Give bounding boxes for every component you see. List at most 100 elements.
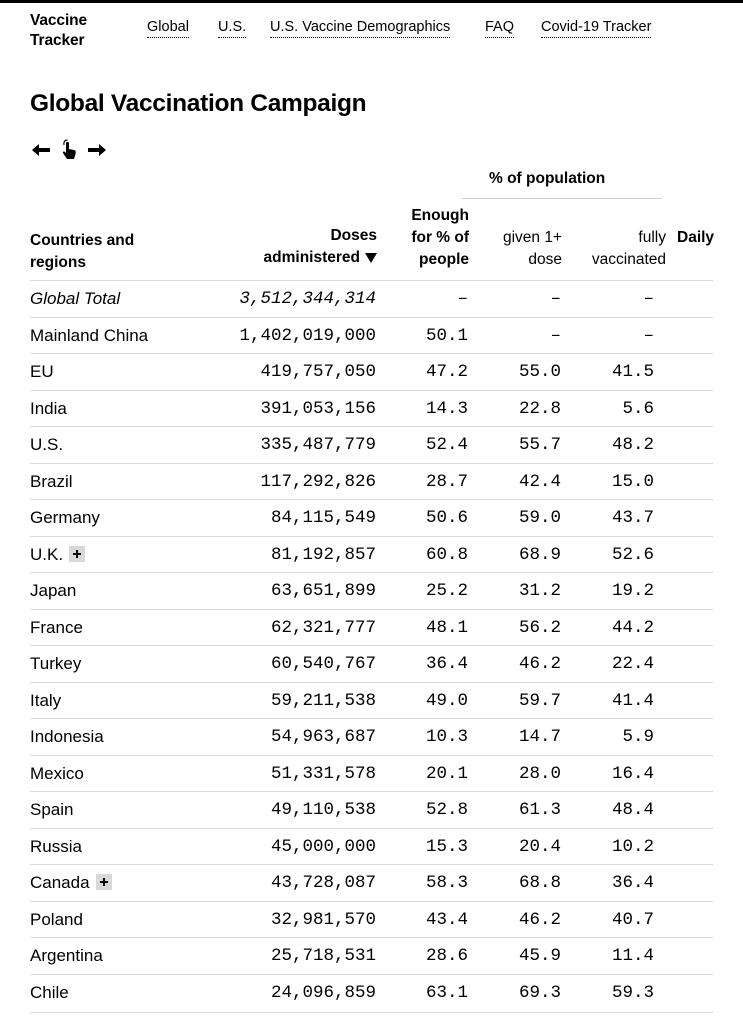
nav-link-faq[interactable]: FAQ (485, 18, 515, 38)
fully-vaccinated-cell-text: 19.2 (611, 581, 654, 601)
fully-vaccinated-cell: 48.2 (612, 427, 654, 464)
fully-vaccinated-cell-text: 16.4 (611, 763, 654, 784)
column-header-daily[interactable]: Daily (677, 229, 715, 246)
enough-header-line-1: Enough (411, 207, 469, 224)
doses-cell-text: 419,757,050 (260, 362, 376, 382)
given-dose-cell-text: – (550, 325, 561, 346)
table-row: Brazil 117,292,826 28.7 42.4 15.0 (30, 462, 713, 501)
country-cell: India (30, 391, 67, 428)
country-cell: Russia (30, 829, 82, 866)
expand-plus-icon[interactable] (95, 874, 112, 890)
doses-cell: 54,963,687 (271, 719, 376, 756)
fully-vaccinated-cell: 5.6 (622, 391, 654, 428)
table-row: Germany 84,115,549 50.6 59.0 43.7 (30, 499, 713, 537)
table-row: U.S. 335,487,779 52.4 55.7 48.2 (30, 426, 713, 464)
doses-cell-text: 391,053,156 (260, 398, 376, 419)
doses-cell-text: 45,000,000 (270, 836, 376, 857)
fully-vaccinated-cell-text: 41.5 (611, 362, 654, 382)
doses-cell: 81,192,857 (271, 537, 376, 574)
doses-cell: 51,331,578 (271, 756, 376, 793)
column-header-fully[interactable]: fully vaccinated (592, 227, 666, 271)
nav-link-us-vaccine-demographics[interactable]: U.S. Vaccine Demographics (270, 18, 451, 38)
given-dose-cell: 55.7 (519, 427, 561, 464)
given-dose-cell: 22.8 (519, 391, 561, 428)
doses-cell-text: 60,540,767 (270, 654, 376, 674)
given-dose-cell-text: 68.8 (518, 873, 561, 893)
country-cell: Poland (30, 902, 83, 939)
given-dose-cell-text: 69.3 (518, 982, 561, 1003)
given-dose-cell-text: 68.9 (518, 544, 561, 565)
country-cell: Global Total (30, 281, 120, 318)
fully-vaccinated-cell-text: 40.7 (611, 909, 654, 930)
given-dose-cell: 68.9 (519, 537, 561, 574)
country-cell-text: Spain (30, 800, 74, 819)
table-row: Turkey 60,540,767 36.4 46.2 22.4 (30, 645, 713, 683)
enough-cell-text: 52.8 (425, 800, 468, 820)
brand-logo[interactable]: Vaccine Tracker (30, 11, 120, 51)
column-header-doses[interactable]: Doses administered (264, 225, 377, 269)
country-cell-text: France (30, 617, 83, 637)
given-dose-cell-text: 46.2 (518, 909, 561, 930)
fully-vaccinated-cell: 59.3 (612, 975, 654, 1012)
doses-header-line-2: administered (263, 249, 360, 266)
enough-cell-text: 50.6 (425, 508, 468, 528)
doses-cell: 335,487,779 (260, 427, 376, 464)
enough-cell-text: 47.2 (425, 362, 468, 382)
enough-cell: 47.2 (426, 354, 468, 391)
group-header-divider (462, 198, 662, 199)
country-cell-text: Russia (30, 836, 82, 856)
column-header-country[interactable]: Countries and regions (30, 230, 134, 274)
given-header-line-2: dose (528, 251, 562, 268)
fully-vaccinated-cell: 10.2 (612, 829, 654, 866)
column-header-enough[interactable]: Enough for % of people (411, 205, 469, 271)
enough-cell: 28.7 (426, 464, 468, 501)
enough-cell-text: 63.1 (425, 982, 468, 1003)
fully-vaccinated-cell-text: 41.4 (611, 690, 654, 711)
country-cell-text: Mainland China (30, 325, 149, 345)
arrow-right-icon[interactable] (86, 139, 108, 161)
country-cell-text: U.K. (30, 544, 64, 564)
enough-cell: 52.4 (426, 427, 468, 464)
country-cell: Argentina (30, 938, 103, 975)
enough-cell: 10.3 (426, 719, 468, 756)
country-cell-text: U.S. (30, 435, 64, 454)
given-dose-cell-text: 56.2 (518, 617, 561, 638)
doses-cell-text: 43,728,087 (270, 873, 376, 893)
fully-vaccinated-cell: 40.7 (612, 902, 654, 939)
given-dose-cell-text: 45.9 (518, 946, 561, 966)
nav-link-us[interactable]: U.S. (218, 18, 247, 38)
doses-header-line-1: Doses (330, 227, 377, 244)
country-cell-text: Chile (30, 982, 69, 1002)
sort-desc-icon (365, 253, 377, 263)
expand-plus-icon[interactable] (69, 545, 86, 562)
table-row: France 62,321,777 48.1 56.2 44.2 (30, 608, 713, 647)
arrow-left-icon[interactable] (30, 139, 52, 161)
doses-cell: 1,402,019,000 (239, 318, 376, 355)
fully-vaccinated-cell: 36.4 (612, 865, 654, 902)
doses-cell-text: 81,192,857 (270, 544, 376, 565)
fully-vaccinated-cell: 15.0 (612, 464, 654, 501)
enough-cell-text: – (457, 289, 468, 309)
enough-cell-text: 25.2 (425, 581, 468, 601)
doses-cell-text: 24,096,859 (270, 982, 376, 1003)
doses-cell: 43,728,087 (271, 865, 376, 902)
given-dose-cell-text: 20.4 (518, 836, 561, 857)
nav-link-covid-tracker[interactable]: Covid-19 Tracker (541, 18, 652, 38)
doses-cell: 49,110,538 (271, 792, 376, 829)
enough-header-line-2: for % of (411, 229, 469, 246)
doses-cell-text: 335,487,779 (260, 435, 376, 455)
fully-vaccinated-cell-text: 11.4 (611, 946, 654, 966)
column-header-given[interactable]: given 1+ dose (503, 227, 562, 271)
given-dose-cell-text: 22.8 (518, 398, 561, 419)
country-cell: Germany (30, 500, 100, 537)
table-row: Argentina 25,718,531 28.6 45.9 11.4 (30, 937, 713, 975)
country-cell: Canada (30, 865, 112, 902)
fully-vaccinated-cell-text: 44.2 (611, 617, 654, 638)
enough-cell: 14.3 (426, 391, 468, 428)
enough-cell-text: 58.3 (425, 873, 468, 893)
given-dose-cell: – (550, 318, 561, 355)
nav-link-global[interactable]: Global (147, 18, 189, 38)
given-dose-cell-text: 42.4 (518, 471, 561, 492)
given-dose-cell: 28.0 (519, 756, 561, 793)
table-bottom-border (30, 1012, 713, 1013)
